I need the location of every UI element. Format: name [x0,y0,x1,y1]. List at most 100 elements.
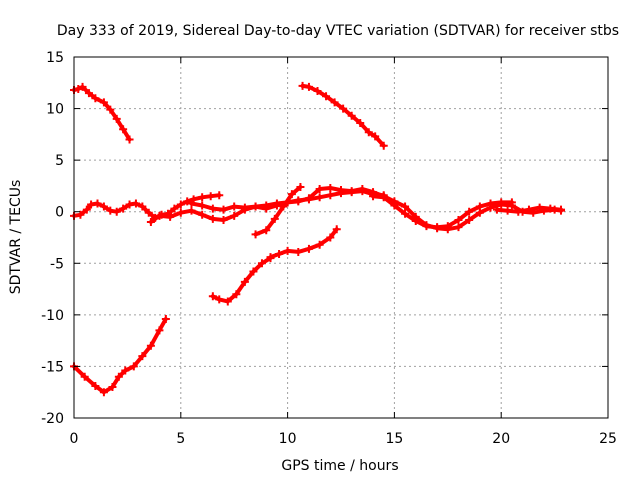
data-point [465,215,474,224]
data-point [266,253,275,262]
data-point [106,206,115,215]
y-tick-label: -20 [41,411,64,427]
data-point [232,290,241,299]
data-point [198,201,207,210]
data-point [80,372,89,381]
data-point [146,341,155,350]
data-point [223,297,232,306]
data-point [230,211,239,220]
x-tick-label: 25 [599,431,617,447]
data-point [215,295,224,304]
series-line [72,317,168,395]
data-point [313,87,322,96]
series-arc-9 [187,183,566,234]
data-point [257,259,266,268]
data-point [465,207,474,216]
data-point [497,198,506,207]
data-point [91,382,100,391]
data-point [326,233,335,242]
data-point [347,111,356,120]
data-point [270,214,279,223]
series-line [72,84,132,142]
data-point [125,200,134,209]
data-point [330,98,339,107]
data-point [219,215,228,224]
data-point [411,216,420,225]
data-point [121,366,130,375]
data-point [176,200,185,209]
data-point [379,141,388,150]
data-point [401,209,410,218]
data-point [454,215,463,224]
series-arc-3 [70,314,170,397]
y-tick-label: 5 [55,153,64,169]
data-point [294,197,303,206]
data-point [339,104,348,113]
data-point [106,105,115,114]
data-point [187,199,196,208]
data-point [535,203,544,212]
data-point [230,202,239,211]
plot-frame [73,56,609,419]
y-tick-label: -5 [50,256,64,272]
data-point [326,191,335,200]
y-tick-label: 0 [55,205,64,221]
data-point [422,222,431,231]
data-point [283,198,292,207]
data-point [138,352,147,361]
data-point [170,204,179,213]
data-point [296,182,305,191]
y-axis-label: SDTVAR / TECUs [8,180,24,295]
data-point [557,205,566,214]
data-point [315,193,324,202]
x-tick-label: 10 [279,431,297,447]
data-point [369,192,378,201]
chart-title: Day 333 of 2019, Sidereal Day-to-day VTE… [57,23,619,39]
y-tick-label: -10 [41,308,64,324]
data-point [486,199,495,208]
data-point [322,92,331,101]
data-point [198,210,207,219]
data-point [138,202,147,211]
data-point [119,125,128,134]
data-point [99,98,108,107]
data-point [514,207,523,216]
data-point [315,240,324,249]
x-tick-label: 15 [385,431,403,447]
x-tick-label: 0 [70,431,79,447]
data-point [144,208,153,217]
data-point [443,222,452,231]
data-point [99,202,108,211]
data-point [206,192,215,201]
data-point [262,201,271,210]
y-tick-label: 15 [46,50,64,66]
x-tick-label: 20 [492,431,510,447]
data-point [475,202,484,211]
data-point [356,119,365,128]
data-point [198,193,207,202]
data-point [272,199,281,208]
series-group [70,81,566,397]
data-point [503,206,512,215]
data-point [275,250,284,259]
data-point [332,225,341,234]
data-point [91,94,100,103]
y-tick-label: -15 [41,359,64,375]
data-point [379,193,388,202]
data-point [337,186,345,195]
data-point [74,84,83,93]
data-point [364,128,373,137]
data-point [146,218,155,227]
data-point [166,212,175,221]
data-point [108,383,117,392]
data-point [304,244,313,253]
data-point [82,205,91,214]
data-point [294,247,303,256]
data-point [371,132,380,141]
series-arc-11 [492,203,566,216]
data-point [390,201,399,210]
data-point [240,277,249,286]
data-point [125,135,134,144]
